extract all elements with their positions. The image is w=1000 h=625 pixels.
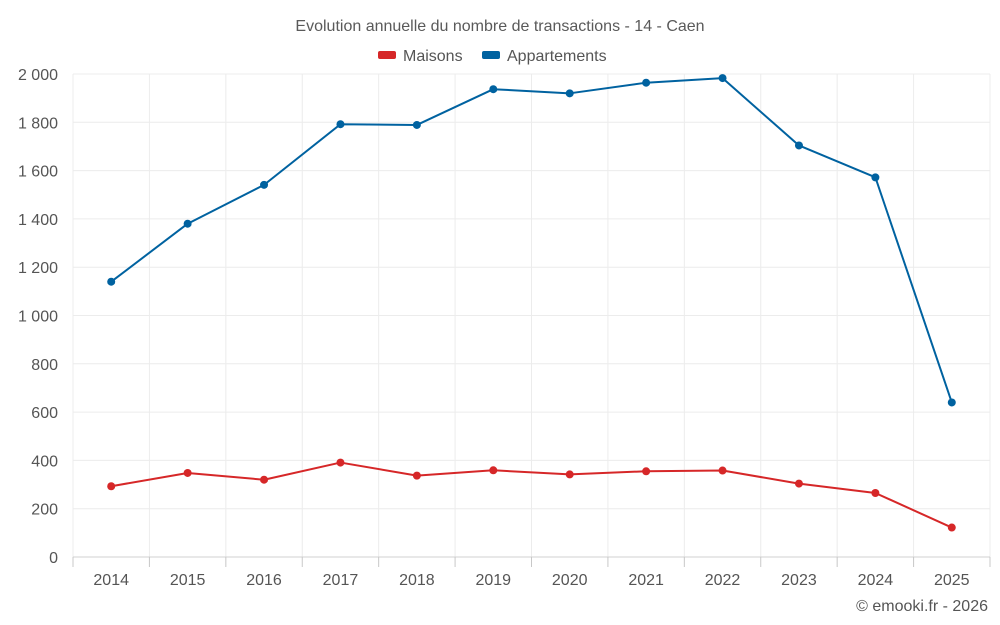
credit-text: © emooki.fr - 2026 [856,598,988,615]
x-tick-label: 2024 [858,572,894,589]
y-axis-labels: 0 200 400 600 800 1 000 1 200 1 400 1 600 1 800 2 … [18,67,58,567]
y-tick-label: 1 600 [18,164,58,181]
data-point-appartements-2018[interactable] [412,120,421,129]
series-appartements [107,74,956,407]
data-point-appartements-2014[interactable] [107,277,116,286]
data-point-appartements-2020[interactable] [565,89,574,98]
data-point-appartements-2021[interactable] [642,78,651,87]
data-point-appartements-2024[interactable] [871,173,880,182]
y-tick-label: 600 [31,405,58,422]
y-tick-label: 1 200 [18,260,58,277]
data-point-maisons-2021[interactable] [642,467,651,476]
data-point-maisons-2018[interactable] [412,471,421,480]
series-line-maisons [111,461,953,529]
chart-legend: Maisons Appartements [378,48,607,65]
chart-title: Evolution annuelle du nombre de transact… [295,18,704,35]
data-point-maisons-2017[interactable] [336,458,345,467]
y-tick-label: 800 [31,357,58,374]
chart-grid [72,73,991,557]
legend-swatch-maisons [378,51,396,59]
data-point-maisons-2019[interactable] [489,466,498,475]
data-point-appartements-2022[interactable] [718,74,727,83]
data-point-maisons-2016[interactable] [260,475,269,484]
x-tick-label: 2021 [628,572,664,589]
data-point-appartements-2025[interactable] [947,398,956,407]
data-point-maisons-2025[interactable] [947,523,956,532]
x-tick-label: 2019 [475,572,511,589]
data-point-appartements-2019[interactable] [489,85,498,94]
data-point-maisons-2024[interactable] [871,489,880,498]
y-tick-label: 1 400 [18,212,58,229]
y-tick-label: 400 [31,453,58,470]
y-tick-label: 200 [31,502,58,519]
x-axis: 2014 2015 2016 2017 2018 2019 2020 2021 2022 2023… [72,556,991,589]
data-point-appartements-2017[interactable] [336,120,345,129]
data-point-maisons-2015[interactable] [183,468,192,477]
x-tick-label: 2025 [934,572,970,589]
x-tick-label: 2022 [705,572,741,589]
chart-series [107,74,956,532]
legend-swatch-appartements [482,51,500,59]
data-point-maisons-2023[interactable] [794,479,803,488]
data-point-appartements-2016[interactable] [260,180,269,189]
series-maisons [107,458,956,532]
y-tick-label: 2 000 [18,67,58,84]
x-tick-label: 2023 [781,572,817,589]
data-point-maisons-2014[interactable] [107,482,116,491]
y-tick-label: 1 800 [18,115,58,132]
legend-label-maisons[interactable]: Maisons [403,48,463,65]
legend-label-appartements[interactable]: Appartements [507,48,607,65]
data-point-appartements-2023[interactable] [794,141,803,150]
x-tick-label: 2018 [399,572,435,589]
y-tick-label: 1 000 [18,309,58,326]
x-tick-label: 2016 [246,572,282,589]
x-tick-label: 2015 [170,572,206,589]
data-point-maisons-2020[interactable] [565,470,574,479]
data-point-maisons-2022[interactable] [718,466,727,475]
x-tick-label: 2020 [552,572,588,589]
y-tick-label: 0 [49,550,58,567]
data-point-appartements-2015[interactable] [183,219,192,228]
x-tick-label: 2017 [323,572,359,589]
x-tick-label: 2014 [93,572,129,589]
series-line-appartements [110,77,953,403]
